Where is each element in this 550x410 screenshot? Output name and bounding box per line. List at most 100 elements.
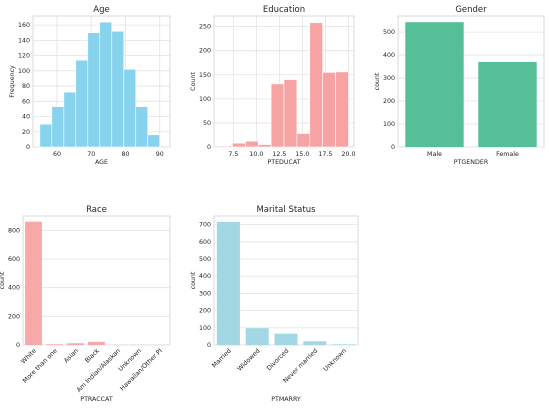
x-tick-label: Unknown (322, 347, 348, 373)
bar (478, 61, 537, 147)
histogram-bar (135, 106, 149, 148)
histogram-bar (257, 144, 272, 148)
bar (216, 221, 240, 345)
chart-title: Education (263, 5, 305, 15)
y-tick-label: 0 (391, 144, 395, 151)
histogram-bar (39, 123, 53, 148)
y-tick-label: 60 (22, 98, 30, 105)
x-tick-label: Male (427, 151, 442, 158)
y-tick-label: 600 (199, 239, 211, 246)
y-tick-label: 200 (199, 48, 211, 55)
histogram-bar (309, 22, 323, 148)
bar (88, 341, 105, 345)
chart-marital: 0 100 200 300 400 500 600 700 Married Widowed Divo… (190, 205, 359, 403)
y-tick-label: 20 (22, 129, 30, 136)
y-tick-label: 500 (199, 256, 211, 263)
histogram-bar (99, 21, 113, 148)
bar (332, 344, 356, 345)
chart-education: 0 50 100 150 200 250 7.5 10.0 12.5 15.0 17.5 20.0 Ed… (190, 5, 355, 166)
x-tick-label: Female (496, 151, 519, 158)
y-tick-label: 200 (199, 308, 211, 315)
y-tick-label: 160 (18, 22, 30, 29)
x-axis-label: PTRACCAT (80, 396, 113, 403)
y-tick-label: 50 (203, 120, 211, 127)
x-tick-label: Hawaiian/Other PI (119, 347, 164, 392)
chart-title: Marital Status (256, 205, 316, 215)
histogram-bar (147, 134, 161, 148)
histogram-bar (51, 106, 65, 148)
y-tick-label: 800 (8, 227, 20, 234)
histogram-bar (123, 69, 137, 148)
bar (274, 333, 298, 345)
y-tick-label: 400 (8, 285, 20, 292)
chart-title: Gender (455, 5, 487, 15)
x-axis-label: AGE (95, 159, 108, 166)
histogram-bar (75, 59, 89, 148)
x-tick-label: 12.5 (272, 151, 286, 158)
y-tick-label: 100 (18, 68, 30, 75)
y-tick-label: 250 (199, 24, 211, 31)
y-tick-label: 80 (22, 83, 30, 90)
y-tick-label: 400 (199, 273, 211, 280)
y-tick-label: 150 (199, 72, 211, 79)
histogram-bar (63, 91, 77, 148)
x-axis-label: PTGENDER (454, 159, 489, 166)
y-axis-label: count (374, 72, 381, 90)
plot-area (22, 215, 171, 346)
histogram-bar (219, 145, 233, 148)
histogram-bar (283, 79, 298, 148)
y-tick-label: 0 (26, 144, 30, 151)
x-tick-label: 90 (156, 151, 164, 158)
x-tick-label: 10.0 (249, 151, 263, 158)
histogram-bar (270, 83, 285, 148)
y-tick-label: 0 (207, 144, 211, 151)
x-tick-label: 20.0 (341, 151, 355, 158)
y-axis-label: Frequency (9, 65, 16, 98)
y-tick-label: 140 (18, 37, 30, 44)
chart-title: Age (93, 5, 109, 15)
y-axis-label: count (0, 271, 6, 289)
bar (303, 341, 327, 345)
histogram-bar (87, 32, 101, 148)
histogram-bar (232, 142, 246, 148)
chart-title: Race (86, 205, 107, 215)
y-tick-label: 40 (22, 114, 30, 121)
x-tick-label: 60 (53, 151, 61, 158)
x-axis-label: PTMARRY (271, 396, 301, 403)
x-tick-label: 7.5 (228, 151, 238, 158)
y-tick-label: 200 (383, 98, 395, 105)
x-axis-label: PTEDUCAT (267, 159, 300, 166)
bar (245, 328, 269, 345)
bar (46, 344, 63, 345)
y-tick-label: 600 (8, 256, 20, 263)
y-tick-label: 100 (199, 96, 211, 103)
histogram-bar (245, 140, 259, 148)
y-tick-label: 100 (383, 121, 395, 128)
bar (25, 221, 42, 345)
x-tick-label: 17.5 (318, 151, 332, 158)
chart-gender: 0 100 200 300 400 500 Male Female Gender PTGENDER… (374, 5, 545, 166)
bar (67, 343, 84, 345)
x-tick-label: White (20, 347, 38, 365)
x-tick-label: Divorced (266, 347, 291, 372)
x-tick-label: Black (84, 347, 101, 364)
y-tick-label: 0 (16, 342, 20, 349)
y-tick-label: 300 (383, 75, 395, 82)
x-tick-label: 70 (87, 151, 95, 158)
histogram-bar (111, 30, 125, 148)
x-tick-label: 80 (121, 151, 129, 158)
bar (405, 22, 464, 148)
y-tick-label: 700 (199, 222, 211, 229)
chart-age: 0 20 40 60 80 100 120 140 160 60 70 80 90 Age AGE Frequ… (9, 5, 171, 166)
y-axis-label: count (190, 271, 197, 289)
x-tick-label: Asian (63, 347, 80, 364)
y-tick-label: 200 (8, 313, 20, 320)
y-tick-label: 500 (383, 29, 395, 36)
y-tick-label: 100 (199, 325, 211, 332)
histogram-bar (322, 72, 336, 148)
y-tick-label: 300 (199, 290, 211, 297)
x-tick-label: Married (211, 347, 233, 369)
y-tick-label: 0 (207, 342, 211, 349)
